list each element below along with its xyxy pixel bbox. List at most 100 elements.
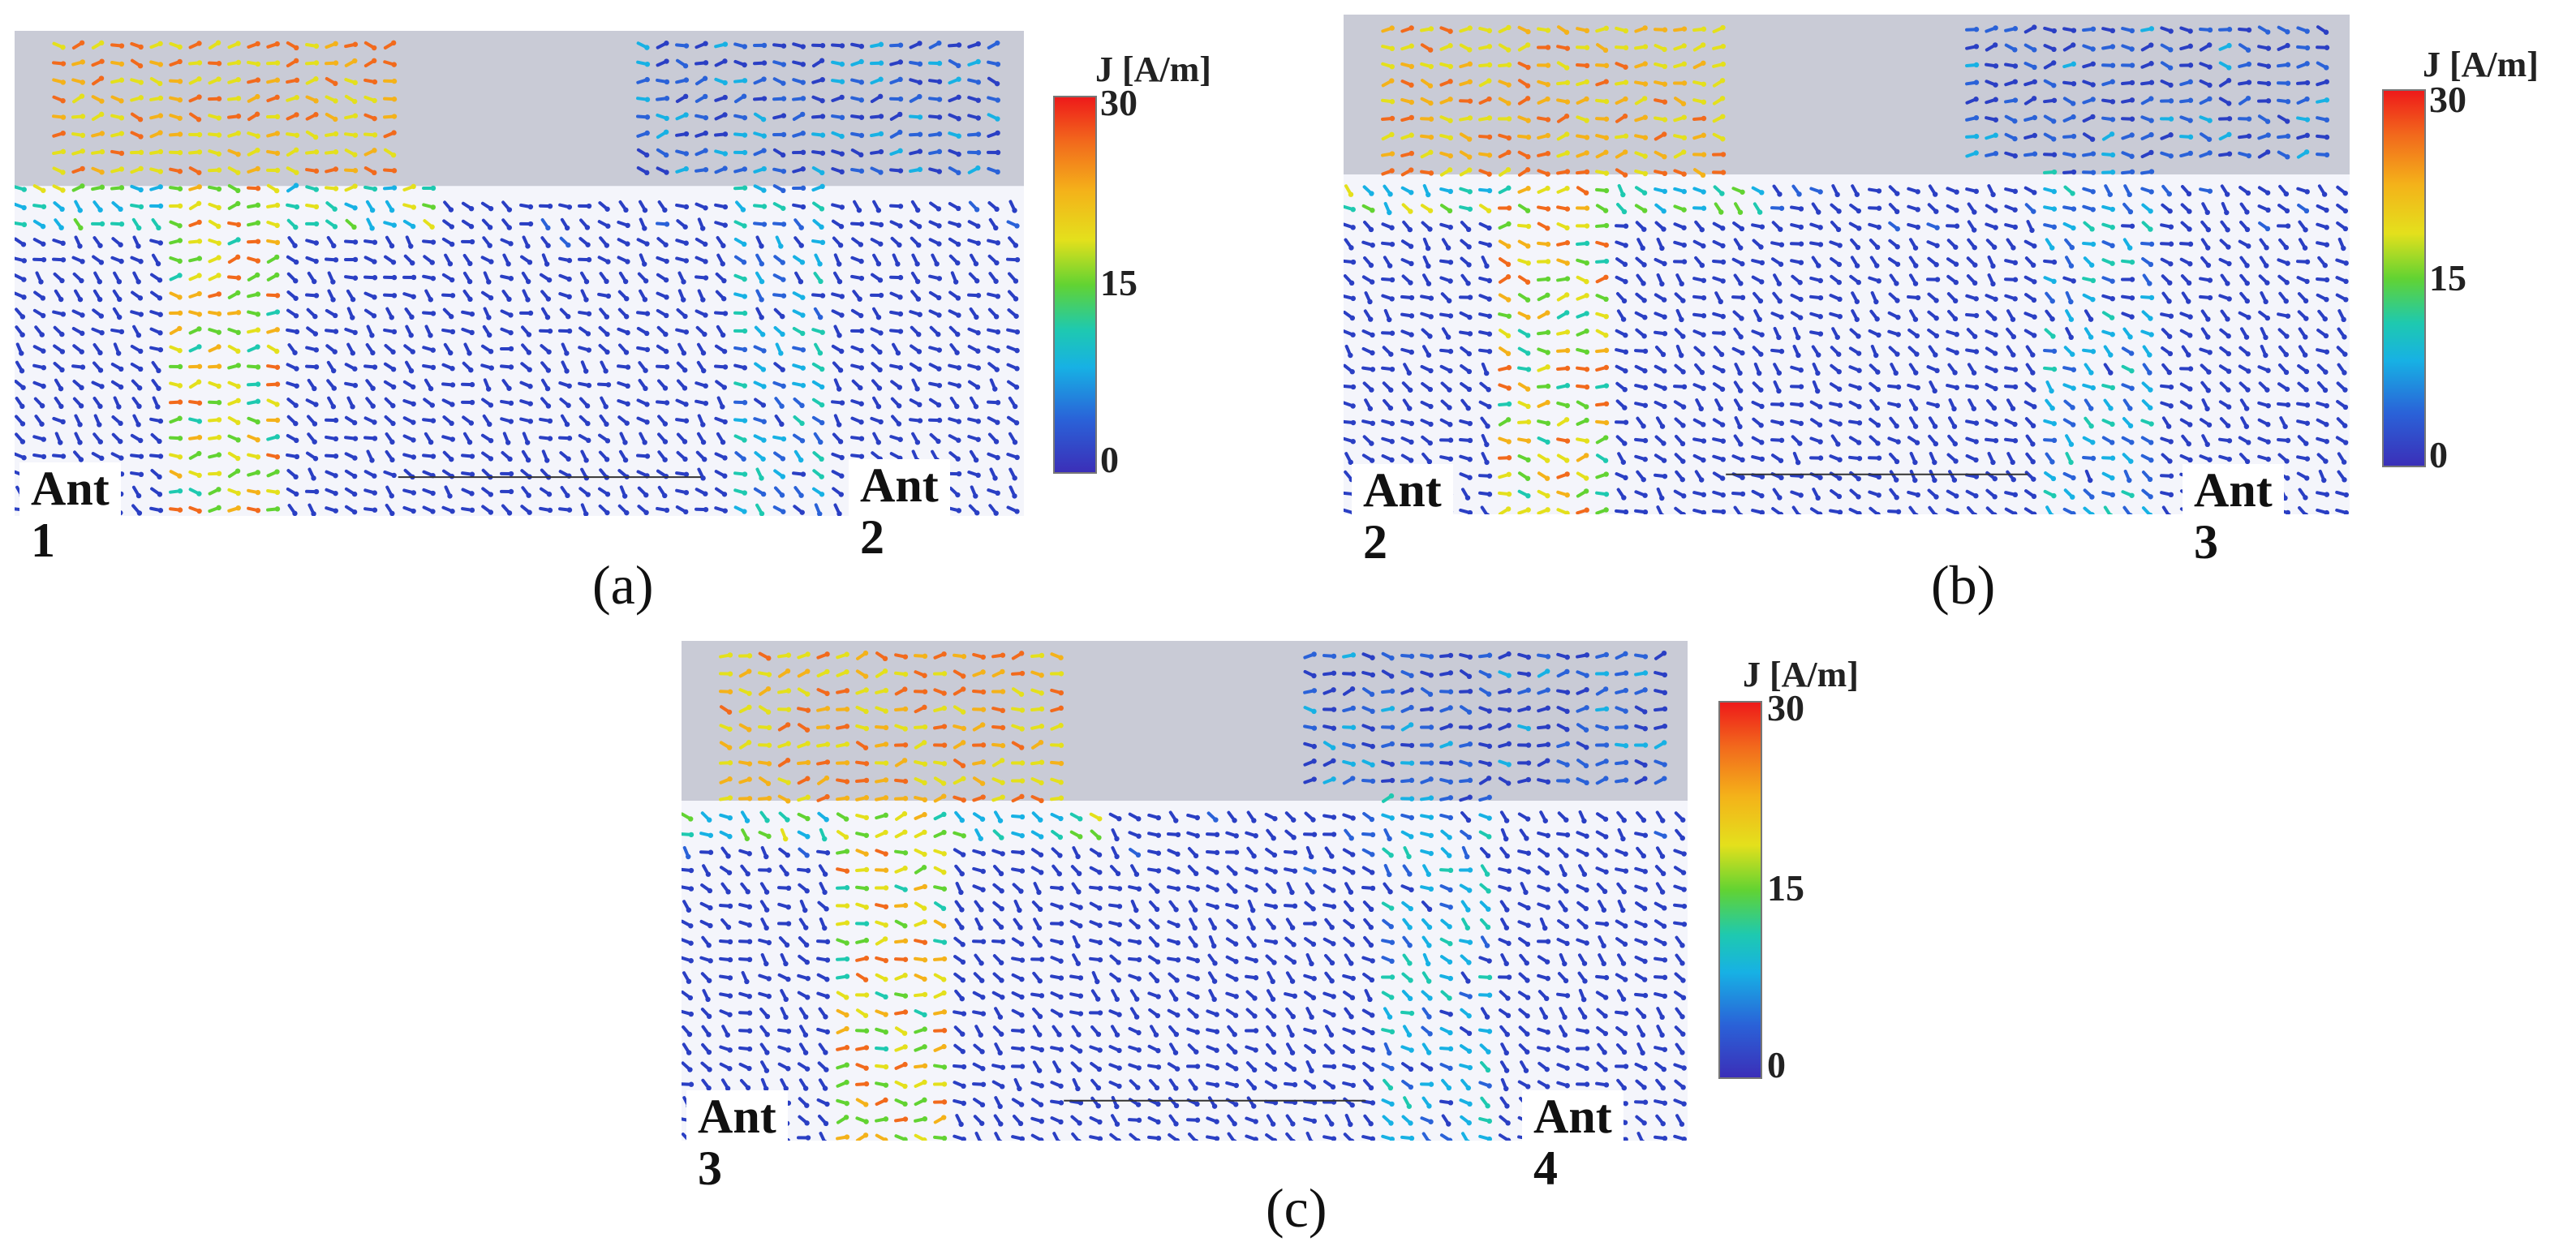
current-vector-head	[1428, 26, 1434, 32]
current-vector-head	[2285, 437, 2291, 444]
current-vector-head	[839, 133, 845, 140]
current-vector-head	[916, 366, 922, 372]
current-vector-head	[2071, 475, 2076, 481]
current-vector-head	[2244, 458, 2251, 465]
current-vector-head	[351, 491, 358, 497]
current-vector-head	[780, 456, 786, 462]
current-vector-head	[2051, 83, 2057, 88]
current-vector-head	[1389, 439, 1395, 445]
current-vector-head	[2166, 299, 2172, 304]
current-vector-head	[2168, 473, 2174, 479]
current-vector-head	[312, 421, 318, 427]
current-vector-head	[2304, 80, 2311, 86]
current-vector-head	[1815, 370, 1821, 376]
current-vector-head	[333, 436, 339, 442]
current-vector-head	[293, 277, 299, 284]
current-vector-head	[742, 509, 747, 514]
current-vector-head	[469, 399, 475, 406]
current-vector-head	[2129, 28, 2135, 34]
current-vector-head	[914, 386, 920, 392]
current-vector-head	[2304, 96, 2310, 102]
current-vector-head	[2147, 370, 2152, 376]
current-vector-head	[2051, 259, 2058, 265]
current-vector-head	[935, 206, 942, 212]
current-vector-head	[1856, 403, 1862, 410]
current-vector-head	[2226, 438, 2233, 444]
current-vector-head	[975, 419, 982, 424]
current-vector-head	[566, 204, 573, 210]
current-vector-head	[1389, 115, 1396, 122]
current-vector-head	[546, 349, 552, 355]
current-vector-head	[2148, 169, 2155, 174]
current-vector-head	[99, 455, 105, 462]
current-vector-head	[1447, 188, 1454, 195]
current-vector-head	[235, 329, 241, 336]
current-vector-head	[1505, 261, 1512, 268]
current-vector-head	[781, 509, 786, 514]
current-vector-head	[59, 331, 65, 337]
current-vector-head	[215, 223, 221, 230]
current-vector-head	[1545, 241, 1551, 247]
current-vector-head	[856, 207, 862, 213]
current-vector-head	[1426, 352, 1432, 358]
current-vector-head	[858, 152, 864, 158]
current-vector-head	[274, 489, 281, 496]
current-vector-head	[2071, 385, 2076, 391]
current-vector-head	[274, 327, 280, 333]
current-vector-head	[313, 60, 320, 66]
current-vector-head	[255, 239, 261, 244]
current-vector-head	[1603, 98, 1610, 105]
current-vector-head	[1603, 187, 1610, 194]
current-vector-head	[583, 475, 590, 481]
current-vector-head	[157, 277, 163, 283]
current-vector-head	[1718, 406, 1724, 411]
current-vector-head	[1993, 25, 1998, 31]
current-vector-head	[1738, 441, 1744, 447]
current-vector-head	[80, 312, 85, 318]
current-vector-head	[2264, 226, 2271, 232]
current-vector-head	[780, 331, 785, 337]
current-vector-head	[566, 507, 573, 513]
current-vector-head	[2010, 459, 2015, 466]
current-vector-head	[1603, 242, 1609, 248]
current-vector-head	[1993, 117, 1999, 122]
current-vector-head	[643, 152, 650, 158]
current-vector-head	[1641, 281, 1646, 286]
current-vector-head	[1389, 63, 1395, 70]
current-vector-head	[1584, 240, 1590, 247]
current-vector-head	[138, 95, 144, 101]
current-vector-head	[1681, 242, 1687, 248]
current-vector-head	[527, 221, 534, 227]
current-vector-head	[97, 367, 104, 373]
current-vector-head	[371, 45, 377, 51]
current-vector-head	[1836, 368, 1842, 375]
current-vector-head	[118, 438, 123, 445]
current-vector-head	[642, 207, 648, 213]
current-vector-head	[99, 148, 105, 155]
current-vector-head	[1642, 367, 1648, 374]
current-vector-head	[1583, 488, 1589, 494]
current-vector-head	[352, 455, 358, 461]
current-vector-head	[1642, 492, 1648, 498]
current-vector-head	[99, 131, 105, 136]
current-vector-head	[895, 350, 901, 356]
current-vector-head	[742, 276, 747, 282]
current-vector-head	[2245, 351, 2251, 357]
current-vector-head	[995, 419, 1000, 425]
current-vector-head	[1427, 47, 1434, 53]
current-vector-head	[800, 44, 806, 49]
current-vector-head	[2303, 208, 2310, 214]
current-vector-head	[1506, 439, 1512, 445]
current-vector-head	[468, 224, 475, 230]
current-vector-head	[1623, 64, 1628, 70]
current-vector-head	[2207, 188, 2213, 194]
current-vector-head	[2303, 441, 2309, 446]
current-vector-head	[1525, 457, 1531, 463]
current-vector-head	[1466, 350, 1472, 357]
current-vector-head	[2246, 133, 2252, 139]
current-vector-head	[2148, 387, 2153, 393]
current-vector-head	[2324, 422, 2329, 428]
current-vector-head	[391, 78, 398, 84]
current-vector-head	[1817, 404, 1823, 410]
current-vector-head	[741, 93, 747, 99]
